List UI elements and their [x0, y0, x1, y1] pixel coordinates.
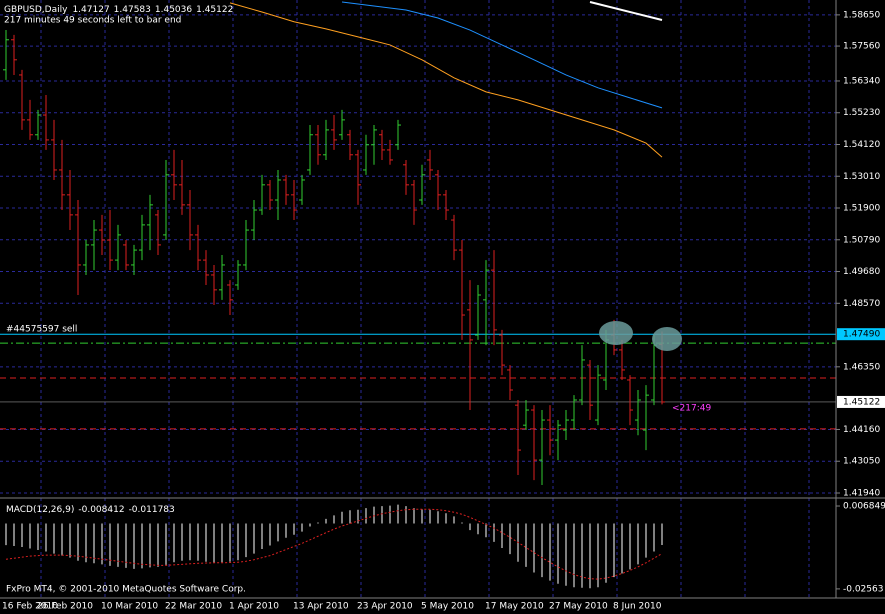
moving-average: [341, 1, 663, 109]
x-tick-label: 8 Jun 2010: [613, 602, 662, 612]
y-tick-label: 1.50790: [843, 235, 880, 245]
open-value: 1.47127: [72, 5, 109, 15]
macd-tick-label: -0.02563: [843, 584, 883, 594]
high-value: 1.47583: [114, 5, 151, 15]
axes: 1.58650 1.57560 1.56340 1.55230 1.54120 1.530…: [2, 10, 885, 612]
y-tick-label: 1.57560: [843, 42, 880, 52]
macd-signal: [5, 508, 663, 580]
moving-average: [229, 2, 663, 158]
y-tick-label: 1.53010: [843, 172, 880, 182]
low-value: 1.45036: [155, 5, 192, 15]
y-tick-label: 1.56340: [843, 76, 880, 86]
highlight-ellipse: [599, 321, 633, 345]
level-label-box: [837, 328, 885, 341]
symbol-header: GBPUSD,Daily 1.47127 1.47583 1.45036 1.45122: [4, 5, 233, 15]
macd-value: -0.008412: [78, 505, 124, 515]
countdown: <217:49: [672, 403, 711, 413]
signal-value: -0.011783: [129, 505, 175, 515]
symbol: GBPUSD,Daily: [4, 5, 68, 15]
copyright: FxPro MT4, © 2001-2010 MetaQuotes Softwa…: [6, 585, 246, 595]
current-price-box: [837, 395, 885, 408]
bar-timer: 217 minutes 49 seconds left to bar end: [4, 16, 181, 26]
macd-name: MACD(12,26,9): [6, 505, 74, 515]
x-tick-label: 5 May 2010: [421, 602, 474, 612]
y-tick-label: 1.44160: [843, 425, 880, 435]
price-bars: [3, 30, 665, 485]
y-tick-label: 1.55230: [843, 108, 880, 118]
macd-tick-label: 0.006849: [843, 502, 885, 512]
x-tick-label: 27 May 2010: [549, 602, 608, 612]
current-price-label: 1.45122: [843, 397, 880, 407]
y-tick-label: 1.48570: [843, 299, 880, 309]
x-tick-label: 16 Feb 2010: [2, 602, 58, 612]
level-label: 1.47490: [843, 330, 880, 340]
macd-panel: [5, 504, 663, 589]
x-tick-label: 13 Apr 2010: [293, 602, 349, 612]
x-tick-label: 17 May 2010: [485, 602, 544, 612]
x-tick-label: 26 Feb 2010: [37, 602, 93, 612]
x-tick-label: 22 Mar 2010: [165, 602, 222, 612]
y-tick-label: 1.49680: [843, 267, 880, 277]
x-tick-label: 1 Apr 2010: [229, 602, 279, 612]
y-tick-label: 1.51900: [843, 204, 880, 214]
y-tick-label: 1.46350: [843, 362, 880, 372]
y-tick-label: 1.41940: [843, 488, 880, 498]
x-tick-label: 23 Apr 2010: [357, 602, 413, 612]
highlight-ellipse: [652, 327, 682, 351]
moving-averages: [229, 1, 663, 158]
moving-average: [589, 1, 663, 21]
y-tick-label: 1.54120: [843, 140, 880, 150]
close-value: 1.45122: [196, 5, 233, 15]
order-label: #44575597 sell: [6, 325, 77, 335]
y-tick-label: 1.43050: [843, 457, 880, 467]
macd-header: MACD(12,26,9) -0.008412 -0.011783: [6, 505, 175, 515]
x-tick-label: 10 Mar 2010: [101, 602, 158, 612]
y-tick-label: 1.58650: [843, 10, 880, 20]
levels: #44575597 sell: [0, 325, 836, 430]
